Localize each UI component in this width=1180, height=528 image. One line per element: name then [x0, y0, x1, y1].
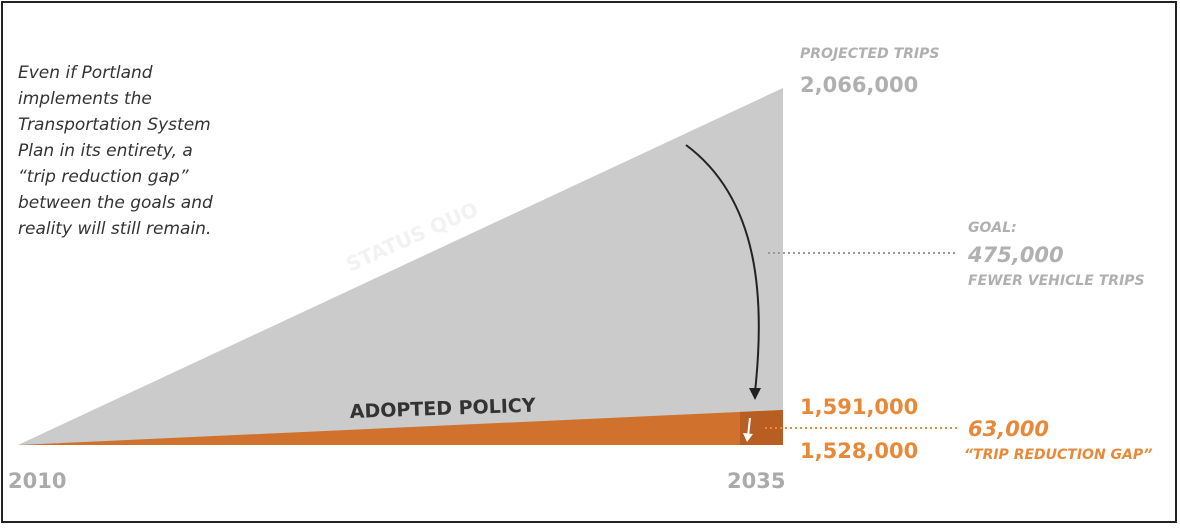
end-year: 2035	[727, 469, 785, 493]
arrow-head	[749, 388, 761, 400]
projected-trips-value: 2,066,000	[800, 73, 918, 97]
description-line: reality will still remain.	[18, 219, 211, 239]
gap-caption: “TRIP REDUCTION GAP”	[964, 447, 1152, 463]
gap-arrow-head	[743, 433, 753, 442]
description-line: “trip reduction gap”	[18, 167, 189, 187]
description-line: Transportation System	[18, 115, 211, 135]
description-line: between the goals and	[18, 193, 213, 213]
goal-value: 475,000	[967, 243, 1064, 267]
adopted-policy-wedge	[18, 410, 783, 445]
status-quo-wedge	[18, 88, 783, 445]
goal-label: GOAL:	[968, 220, 1017, 236]
description-line: Plan in its entirety, a	[18, 141, 193, 161]
description-line: implements the	[18, 89, 152, 109]
projected-trips-label: PROJECTED TRIPS	[800, 46, 939, 62]
policy-value: 1,591,000	[800, 395, 918, 419]
description-line: Even if Portland	[18, 63, 153, 83]
reduction-arrow	[685, 144, 760, 393]
description: Even if Portland implements the Transpor…	[18, 63, 213, 239]
adjusted-value: 1,528,000	[800, 439, 918, 463]
gap-value: 63,000	[968, 417, 1049, 441]
start-year: 2010	[8, 469, 66, 493]
gap-arrow	[747, 417, 751, 437]
goal-caption: FEWER VEHICLE TRIPS	[968, 273, 1145, 289]
